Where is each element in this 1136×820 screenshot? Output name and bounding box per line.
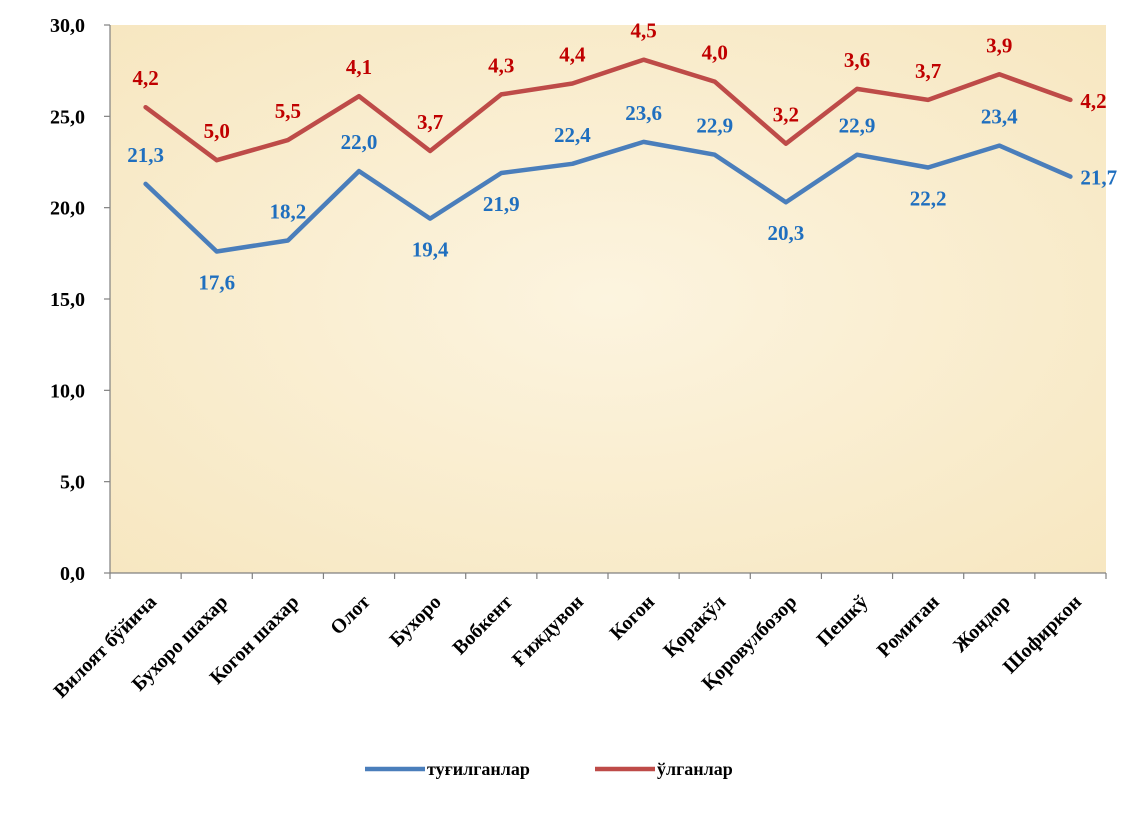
x-tick-label: Когон <box>606 591 659 644</box>
y-tick-label: 30,0 <box>50 15 85 37</box>
data-label: 21,3 <box>127 143 164 167</box>
data-label: 5,5 <box>275 99 301 123</box>
y-tick-label: 10,0 <box>50 380 85 402</box>
data-label: 4,2 <box>132 66 158 90</box>
data-label: 4,2 <box>1080 89 1106 113</box>
x-tick-label: Жондор <box>949 591 1015 657</box>
data-label: 21,7 <box>1080 166 1117 190</box>
data-label: 3,6 <box>844 48 870 72</box>
data-label: 23,6 <box>625 101 662 125</box>
plot-area <box>110 25 1106 573</box>
data-label: 4,0 <box>702 41 728 65</box>
legend-label: туғилганлар <box>427 759 530 779</box>
series-line-2 <box>143 57 1073 163</box>
data-label: 22,9 <box>839 114 876 138</box>
data-label: 22,4 <box>554 123 591 147</box>
legend: туғилганлар ўлганлар <box>365 759 733 779</box>
data-label: 4,1 <box>346 55 372 79</box>
data-labels: 21,3 17,6 18,2 22,0 19,4 21,9 22,4 23,6 22,9 20,3… <box>127 19 1117 295</box>
data-label: 18,2 <box>269 200 306 224</box>
data-label: 5,0 <box>204 119 230 143</box>
data-label: 17,6 <box>198 271 235 295</box>
y-tick-label: 15,0 <box>50 289 85 311</box>
data-label: 3,7 <box>417 110 443 134</box>
x-tick-label: Бухоро <box>386 591 446 651</box>
series-line-1 <box>143 139 1073 254</box>
y-tick-label: 20,0 <box>50 198 85 220</box>
x-tick-label: Ромитан <box>873 591 944 662</box>
x-tick-label: Пешкў <box>813 591 873 651</box>
series-layer <box>143 57 1073 254</box>
x-tick-label: Қоракўл <box>659 591 730 662</box>
data-label: 22,0 <box>341 130 378 154</box>
x-tick-label: Вобкент <box>449 591 517 659</box>
data-label: 4,5 <box>630 19 656 43</box>
y-tick-label: 25,0 <box>50 106 85 128</box>
x-tick-label: Ғиждувон <box>508 591 588 671</box>
data-label: 4,4 <box>559 42 586 66</box>
data-label: 3,9 <box>986 33 1012 57</box>
y-axis: 0,0 5,0 10,0 15,0 20,0 25,0 30,0 <box>50 15 111 585</box>
x-tick-label: Олот <box>326 591 374 639</box>
data-label: 4,3 <box>488 53 514 77</box>
data-label: 23,4 <box>981 105 1018 129</box>
data-label: 3,7 <box>915 59 941 83</box>
y-tick-label: 5,0 <box>60 472 85 494</box>
y-tick-label: 0,0 <box>60 563 85 585</box>
legend-label: ўлганлар <box>657 759 733 779</box>
data-label: 19,4 <box>412 238 449 262</box>
data-label: 21,9 <box>483 192 520 216</box>
data-label: 3,2 <box>773 103 799 127</box>
data-label: 22,2 <box>910 186 947 210</box>
data-label: 20,3 <box>767 221 804 245</box>
data-label: 22,9 <box>696 114 733 138</box>
